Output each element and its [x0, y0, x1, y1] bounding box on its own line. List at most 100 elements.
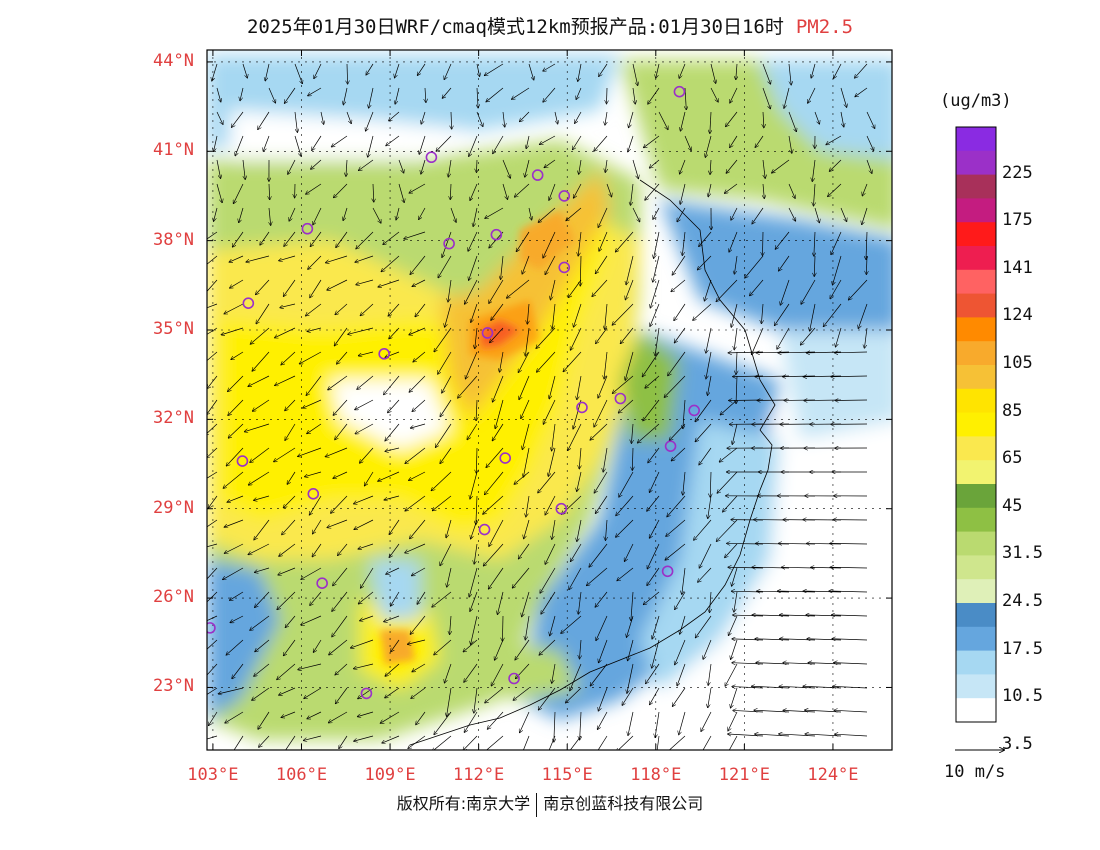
wind-vector	[469, 135, 478, 156]
wind-vector	[528, 207, 532, 220]
wind-vector	[502, 159, 510, 178]
wind-vector	[710, 63, 716, 83]
wind-vector	[346, 111, 351, 123]
city-marker	[508, 672, 520, 685]
wind-vector	[545, 255, 556, 274]
wind-vector	[524, 519, 530, 539]
wind-vector	[281, 351, 296, 365]
wind-vector	[701, 711, 712, 731]
wind-vector	[628, 135, 634, 152]
wind-vector	[298, 447, 322, 456]
wind-vector	[493, 375, 504, 402]
wind-vector	[285, 399, 296, 410]
wind-vector	[826, 135, 842, 145]
wind-vector	[698, 255, 712, 270]
wind-vector	[442, 87, 452, 98]
colorbar-label: 225	[1002, 162, 1033, 183]
lat-label: 23°N	[153, 676, 194, 697]
wind-vector	[574, 183, 582, 198]
wind-vector	[647, 543, 660, 569]
city-marker	[360, 687, 373, 700]
wind-vector	[725, 183, 738, 193]
wind-vector	[597, 711, 608, 729]
wind-vector	[573, 303, 582, 327]
wind-vector	[235, 135, 244, 156]
wind-vector	[596, 615, 608, 640]
wind-vector	[366, 63, 374, 75]
wind-vector	[699, 231, 712, 246]
wind-vector	[734, 255, 738, 274]
wind-vector	[312, 135, 322, 150]
wind-vector	[409, 183, 426, 193]
wind-vector	[282, 519, 296, 535]
credits: 版权所有:南京大学 南京创蓝科技有限公司	[0, 790, 1100, 817]
wind-vector	[683, 399, 686, 429]
wind-vector	[840, 111, 844, 127]
wind-vector	[811, 567, 842, 568]
wind-vector	[356, 279, 374, 285]
wind-vector	[619, 471, 634, 497]
wind-vector	[527, 303, 529, 324]
wind-vector	[476, 447, 477, 473]
wind-vector	[313, 639, 322, 652]
wind-vector	[248, 375, 270, 386]
wind-vector	[733, 710, 764, 712]
wind-vector	[643, 399, 660, 421]
wind-vector	[409, 327, 426, 335]
wind-vector	[552, 423, 556, 451]
wind-vector	[675, 639, 686, 665]
wind-vector	[369, 87, 374, 108]
colorbar-swatch	[956, 365, 996, 390]
wind-vector	[644, 591, 660, 604]
wind-vector	[752, 207, 764, 224]
wind-vector	[408, 639, 426, 644]
wind-vector	[710, 87, 718, 102]
wind-vector	[207, 615, 218, 621]
wind-vector	[528, 63, 534, 80]
wind-vector	[431, 471, 452, 491]
lat-label: 35°N	[153, 319, 194, 339]
wind-vector	[224, 303, 244, 314]
wind-vector	[642, 351, 660, 377]
wind-vector	[830, 567, 868, 568]
wind-vector	[680, 183, 686, 204]
wind-vector	[228, 399, 244, 415]
wind-vector	[656, 63, 660, 78]
wind-vector	[734, 327, 738, 350]
wind-vector	[832, 639, 868, 640]
wind-vector	[409, 375, 426, 392]
lat-label: 29°N	[153, 497, 194, 518]
lon-label: 109°E	[364, 765, 416, 785]
wind-vector	[360, 447, 374, 463]
wind-vector	[823, 303, 842, 326]
wind-vector	[803, 376, 842, 377]
wind-vector	[525, 327, 530, 356]
wind-vector	[725, 543, 738, 557]
colorbar-swatch	[956, 174, 996, 199]
wind-vector	[704, 279, 712, 301]
wind-vector	[625, 543, 634, 561]
wind-vector	[279, 687, 296, 695]
wind-vector	[207, 471, 218, 479]
wind-vector	[359, 159, 374, 170]
wind-vector	[849, 279, 868, 300]
credit-separator	[536, 792, 538, 817]
wind-vector	[548, 447, 556, 476]
wind-vector	[649, 471, 660, 492]
wind-vector	[613, 375, 634, 393]
wind-vector	[207, 543, 218, 548]
wind-vector	[544, 159, 556, 168]
wind-vector	[710, 159, 711, 174]
wind-vector	[361, 567, 374, 588]
wind-vector	[254, 663, 270, 676]
wind-vector	[728, 711, 738, 731]
wind-vector	[207, 447, 218, 458]
wind-vector	[471, 615, 478, 644]
wind-vector	[384, 615, 400, 622]
wind-vector	[618, 399, 634, 413]
wind-vector	[231, 351, 244, 359]
wind-vector	[252, 351, 270, 371]
wind-vector	[329, 711, 348, 723]
wind-vector	[632, 63, 638, 85]
wind-vector	[595, 255, 608, 274]
